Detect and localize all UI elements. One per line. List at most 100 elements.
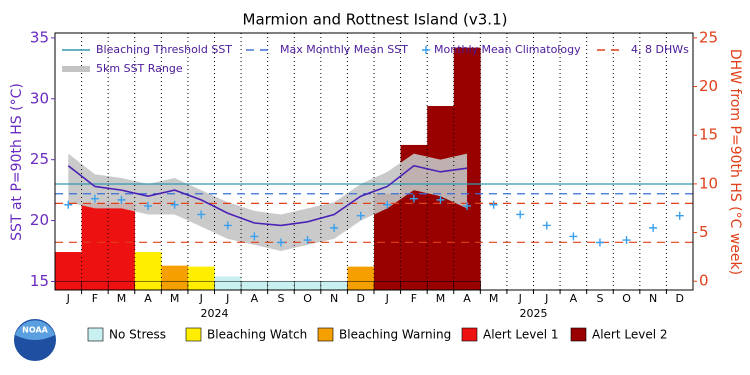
x-tick-label: J [66, 292, 70, 305]
alert-bar [294, 280, 322, 291]
logo-sky [15, 320, 55, 340]
climatology-marker [383, 200, 392, 209]
year-label: 2024 [201, 307, 229, 320]
y2-axis-label: DHW from P=90th HS (°C week) [727, 49, 743, 275]
climatology-marker [542, 221, 551, 230]
sst-line [67, 164, 468, 227]
x-tick-label: M [436, 292, 446, 305]
climatology-marker [276, 238, 285, 247]
y2-tick-label: 10 [699, 174, 718, 192]
x-tick-label: D [675, 292, 683, 305]
climatology-marker [436, 195, 445, 204]
climatology-marker [595, 238, 604, 247]
climatology-marker [622, 236, 631, 245]
alert-bar [453, 280, 481, 291]
alert-bar [347, 280, 375, 291]
alert-bar [81, 280, 109, 291]
year-label: 2025 [520, 307, 548, 320]
legend-symbol [422, 46, 430, 54]
y2-tick-label: 25 [699, 28, 718, 46]
x-tick-label: O [303, 292, 312, 305]
alert-legend-swatch [87, 327, 104, 342]
alert-bar [187, 280, 216, 291]
alert-bar [240, 280, 269, 291]
alert-legend-swatch [461, 327, 478, 342]
climatology-marker [117, 195, 126, 204]
x-tick-label: A [251, 292, 259, 305]
alert-bar [161, 280, 189, 291]
alert-bar [373, 280, 402, 291]
dhw-bar [55, 252, 82, 282]
x-tick-label: O [622, 292, 631, 305]
climatology-marker [675, 211, 684, 220]
x-tick-label: M [117, 292, 127, 305]
x-tick-label: S [277, 292, 284, 305]
alert-legend-label: Bleaching Watch [207, 328, 307, 342]
y-tick-label: 35 [30, 28, 49, 46]
y2-tick-label: 15 [699, 126, 718, 144]
climatology-marker [330, 223, 339, 232]
y-tick-label: 25 [30, 150, 49, 168]
logo-text: NOAA [22, 326, 48, 335]
climatology-marker [463, 201, 472, 210]
alert-bar [320, 280, 348, 291]
logo: NOAA [12, 317, 58, 363]
dhw-bar [161, 265, 189, 282]
climatology-marker [409, 194, 418, 203]
alert-legend-swatch [317, 327, 334, 342]
x-tick-label: S [596, 292, 603, 305]
climatology-marker [303, 236, 312, 245]
y2-tick-label: 5 [699, 223, 709, 241]
x-tick-label: N [649, 292, 657, 305]
climatology-marker [197, 210, 206, 219]
x-tick-label: N [330, 292, 338, 305]
dhw-bar [214, 276, 242, 282]
y2-tick-label: 0 [699, 272, 709, 290]
x-tick-label: J [518, 292, 522, 305]
climatology-marker [489, 200, 498, 209]
x-tick-label: J [544, 292, 548, 305]
x-tick-label: J [385, 292, 389, 305]
y-tick-label: 30 [30, 89, 49, 107]
alert-legend-label: No Stress [109, 328, 166, 342]
x-tick-label: A [144, 292, 152, 305]
x-tick-label: A [570, 292, 578, 305]
climatology-marker [356, 211, 365, 220]
legend-label: Max Monthly Mean SST [280, 43, 408, 56]
alert-bar [267, 280, 295, 291]
alert-bar [426, 280, 455, 291]
legend-label: Monthly Mean Climatology [434, 43, 581, 56]
dhw-bar [134, 252, 162, 282]
legend-label: Bleaching Threshold SST [96, 43, 232, 56]
x-tick-label: J [199, 292, 203, 305]
alert-bar [214, 280, 242, 291]
climatology-marker [250, 232, 259, 241]
alert-bar [400, 280, 428, 291]
x-tick-label: M [170, 292, 180, 305]
chart-title: Marmion and Rottnest Island (v3.1) [243, 11, 508, 29]
alert-bar [54, 280, 83, 291]
dhw-bar [187, 266, 215, 282]
climatology-marker [144, 201, 153, 210]
climatology-marker [223, 221, 232, 230]
legend-label: 5km SST Range [96, 62, 183, 75]
legend-label: 4, 8 DHWs [631, 43, 689, 56]
plot-frame [54, 32, 694, 291]
climatology-marker [516, 210, 525, 219]
climatology-marker [649, 223, 658, 232]
x-tick-label: F [411, 292, 417, 305]
alert-legend-label: Alert Level 1 [483, 328, 559, 342]
y-tick-label: 15 [30, 272, 49, 290]
alert-bar [134, 280, 162, 291]
y2-tick-label: 20 [699, 77, 718, 95]
x-tick-label: M [489, 292, 499, 305]
alert-legend-swatch [570, 327, 587, 342]
alert-legend-swatch [185, 327, 202, 342]
alert-legend-label: Alert Level 2 [592, 328, 668, 342]
climatology-marker [64, 200, 73, 209]
x-tick-label: D [356, 292, 364, 305]
y-tick-label: 20 [30, 211, 49, 229]
climatology-marker [170, 200, 179, 209]
y-axis-label: SST at P=90th HS (°C) [9, 83, 25, 241]
